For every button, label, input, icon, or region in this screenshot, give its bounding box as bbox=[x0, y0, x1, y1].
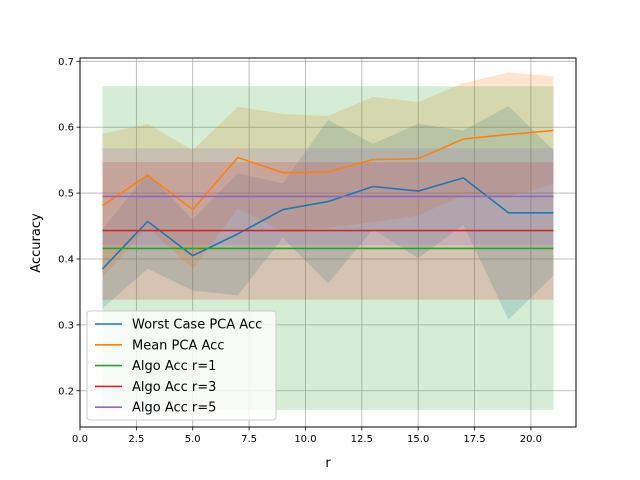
y-tick-label: 0.7 bbox=[58, 57, 74, 68]
x-tick-label: 17.5 bbox=[463, 434, 485, 445]
y-tick-label: 0.5 bbox=[58, 189, 74, 200]
line-series-2 bbox=[102, 129, 554, 211]
band-series-1 bbox=[102, 106, 554, 320]
legend-label: Algo Acc r=1 bbox=[132, 359, 216, 374]
y-axis-ticks: 0.2 0.3 0.4 0.5 0.6 0.7 bbox=[58, 57, 80, 397]
band-series-2 bbox=[102, 72, 554, 278]
legend-label: Algo Acc r=5 bbox=[132, 401, 216, 416]
y-tick-label: 0.4 bbox=[58, 254, 74, 265]
legend-box bbox=[86, 310, 277, 421]
x-tick-label: 15.0 bbox=[407, 434, 429, 445]
x-axis-label: r bbox=[325, 456, 331, 471]
y-tick-label: 0.2 bbox=[58, 386, 74, 397]
x-tick-label: 10.0 bbox=[294, 434, 316, 445]
x-tick-label: 12.5 bbox=[351, 434, 373, 445]
x-tick-label: 5.0 bbox=[185, 434, 201, 445]
line-series-1 bbox=[101, 177, 554, 270]
series-lines bbox=[101, 129, 554, 270]
legend-label: Mean PCA Acc bbox=[132, 338, 224, 353]
legend-label: Algo Acc r=3 bbox=[132, 380, 216, 395]
x-axis-ticks: 0.0 2.5 5.0 7.5 10.0 12.5 15.0 17.5 20.0 bbox=[72, 427, 542, 445]
x-tick-label: 2.5 bbox=[128, 434, 144, 445]
y-axis-label: Accuracy bbox=[29, 213, 44, 273]
x-tick-label: 7.5 bbox=[241, 434, 257, 445]
y-tick-label: 0.3 bbox=[58, 320, 74, 331]
legend-label: Worst Case PCA Acc bbox=[132, 318, 262, 333]
y-tick-label: 0.6 bbox=[58, 123, 74, 134]
grid bbox=[79, 58, 576, 427]
x-tick-label: 0.0 bbox=[72, 434, 88, 445]
legend: Worst Case PCA Acc Mean PCA Acc Algo Acc r… bbox=[86, 310, 277, 421]
x-tick-label: 20.0 bbox=[520, 434, 542, 445]
axes-frame bbox=[79, 57, 577, 428]
